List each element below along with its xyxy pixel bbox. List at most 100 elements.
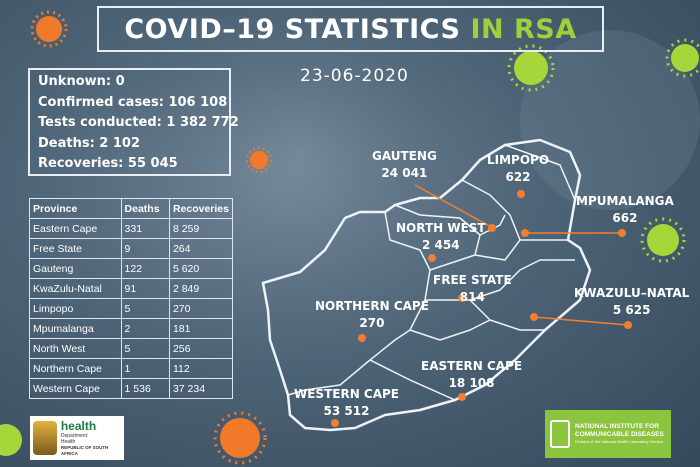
health-logo-line3: REPUBLIC OF SOUTH AFRICA xyxy=(60,444,109,456)
mpumalanga-dot xyxy=(521,229,529,237)
table-row: Gauteng 122 5 620 xyxy=(29,258,234,279)
western-cape-name: WESTERN CAPE xyxy=(294,387,400,401)
cell-deaths: 1 536 xyxy=(120,378,170,399)
summary-recoveries: Recoveries: 55 045 xyxy=(38,156,178,171)
health-logo-name: health xyxy=(60,418,97,433)
north-west-dot xyxy=(428,254,436,262)
cell-recoveries: 112 xyxy=(168,358,234,379)
table-row: North West 5 256 xyxy=(29,338,234,359)
nicd-line3: Division of the National Health Laborato… xyxy=(575,439,664,444)
gauteng-name: GAUTENG xyxy=(372,149,437,163)
label-free-state: FREE STATE 814 xyxy=(433,272,512,306)
mpumalanga-dot-end xyxy=(618,229,626,237)
limpopo-name: LIMPOPO xyxy=(487,153,550,167)
cell-province: Gauteng xyxy=(29,258,122,279)
nicd-line2: COMMUNICABLE DISEASES xyxy=(575,431,664,438)
summary-tests: Tests conducted: 1 382 772 xyxy=(38,115,239,130)
orange-virus-icon xyxy=(213,411,267,465)
northern-cape-dot xyxy=(358,334,366,342)
table-row: Free State 9 264 xyxy=(29,238,234,259)
coat-of-arms-icon xyxy=(33,421,57,455)
cell-recoveries: 270 xyxy=(168,298,234,319)
nicd-line1: NATIONAL INSTITUTE FOR xyxy=(575,423,659,430)
health-logo-line2: Health xyxy=(60,438,76,445)
kwazulu-natal-dot-end xyxy=(624,321,632,329)
eastern-cape-name: EASTERN CAPE xyxy=(421,359,523,373)
green-virus-icon xyxy=(507,44,555,92)
limpopo-dot xyxy=(517,190,525,198)
summary-unknown: Unknown: 0 xyxy=(38,74,125,89)
cell-deaths: 5 xyxy=(120,338,170,359)
cell-province: Limpopo xyxy=(29,298,122,319)
label-western-cape: WESTERN CAPE 53 512 xyxy=(294,386,399,420)
report-date: 23-06-2020 xyxy=(300,66,409,86)
mpumalanga-value: 662 xyxy=(612,211,638,225)
western-cape-dot xyxy=(331,419,339,427)
limpopo-value: 622 xyxy=(505,170,531,184)
nicd-emblem-icon xyxy=(550,420,570,448)
label-northern-cape: NORTHERN CAPE 270 xyxy=(315,298,429,332)
header-recoveries: Recoveries xyxy=(168,198,234,219)
free-state-value: 814 xyxy=(459,290,485,304)
orange-virus-icon xyxy=(30,10,68,48)
cell-recoveries: 37 234 xyxy=(168,378,234,399)
cell-deaths: 5 xyxy=(120,298,170,319)
nicd-logo: NATIONAL INSTITUTE FOR COMMUNICABLE DISE… xyxy=(545,410,671,458)
health-department-logo: health Department: Health REPUBLIC OF SO… xyxy=(30,416,124,460)
cell-recoveries: 256 xyxy=(168,338,234,359)
table-row: Northern Cape 1 112 xyxy=(29,358,234,379)
label-mpumalanga: MPUMALANGA 662 xyxy=(576,193,674,227)
table-row: Limpopo 5 270 xyxy=(29,298,234,319)
north-west-value: 2 454 xyxy=(422,238,460,252)
green-virus-icon xyxy=(665,38,700,78)
cell-deaths: 2 xyxy=(120,318,170,339)
page-title: COVID–19 STATISTICS IN RSA xyxy=(97,6,604,52)
northern-cape-name: NORTHERN CAPE xyxy=(315,299,429,313)
header-deaths: Deaths xyxy=(120,198,170,219)
summary-box: Unknown: 0 Confirmed cases: 106 108 Test… xyxy=(28,68,239,176)
gauteng-dot xyxy=(488,224,496,232)
label-gauteng: GAUTENG 24 041 xyxy=(372,148,437,182)
title-highlight: IN RSA xyxy=(470,13,577,45)
cell-province: Eastern Cape xyxy=(29,218,122,239)
western-cape-value: 53 512 xyxy=(323,404,370,418)
map-dots xyxy=(331,190,632,427)
cell-recoveries: 181 xyxy=(168,318,234,339)
health-logo-line1: Department: xyxy=(60,432,89,439)
cell-province: Free State xyxy=(29,238,122,259)
table-row: Western Cape 1 536 37 234 xyxy=(29,378,234,399)
mpumalanga-name: MPUMALANGA xyxy=(576,194,674,208)
cell-recoveries: 264 xyxy=(168,238,234,259)
eastern-cape-value: 18 108 xyxy=(448,376,495,390)
cell-province: Western Cape xyxy=(29,378,122,399)
cell-province: North West xyxy=(29,338,122,359)
table-row: KwaZulu-Natal 91 2 849 xyxy=(29,278,234,299)
south-africa-map xyxy=(261,138,592,432)
green-virus-icon xyxy=(640,217,686,263)
cell-recoveries: 2 849 xyxy=(168,278,234,299)
cell-province: Northern Cape xyxy=(29,358,122,379)
title-main: COVID–19 STATISTICS xyxy=(124,13,461,45)
summary-confirmed: Confirmed cases: 106 108 xyxy=(38,94,228,110)
eastern-cape-dot xyxy=(458,393,466,401)
north-west-name: NORTH WEST xyxy=(396,221,486,235)
free-state-dot xyxy=(458,294,466,302)
province-table: Province Deaths Recoveries Eastern Cape 3… xyxy=(29,198,234,399)
northern-cape-value: 270 xyxy=(359,316,385,330)
summary-deaths: Deaths: 2 102 xyxy=(38,135,141,151)
label-limpopo: LIMPOPO 622 xyxy=(487,152,549,186)
province-borders xyxy=(287,144,576,401)
free-state-name: FREE STATE xyxy=(433,273,512,287)
label-eastern-cape: EASTERN CAPE 18 108 xyxy=(421,358,522,392)
cell-deaths: 91 xyxy=(120,278,170,299)
kwazulu-natal-value: 5 625 xyxy=(612,303,651,317)
pointer-lines xyxy=(414,184,629,326)
cell-province: Mpumalanga xyxy=(29,318,122,339)
cell-deaths: 1 xyxy=(120,358,170,379)
table-header-row: Province Deaths Recoveries xyxy=(29,198,234,219)
gauteng-value: 24 041 xyxy=(381,166,428,180)
header-province: Province xyxy=(29,198,122,219)
green-virus-icon xyxy=(0,424,22,456)
cell-deaths: 122 xyxy=(120,258,170,279)
cell-deaths: 9 xyxy=(120,238,170,259)
